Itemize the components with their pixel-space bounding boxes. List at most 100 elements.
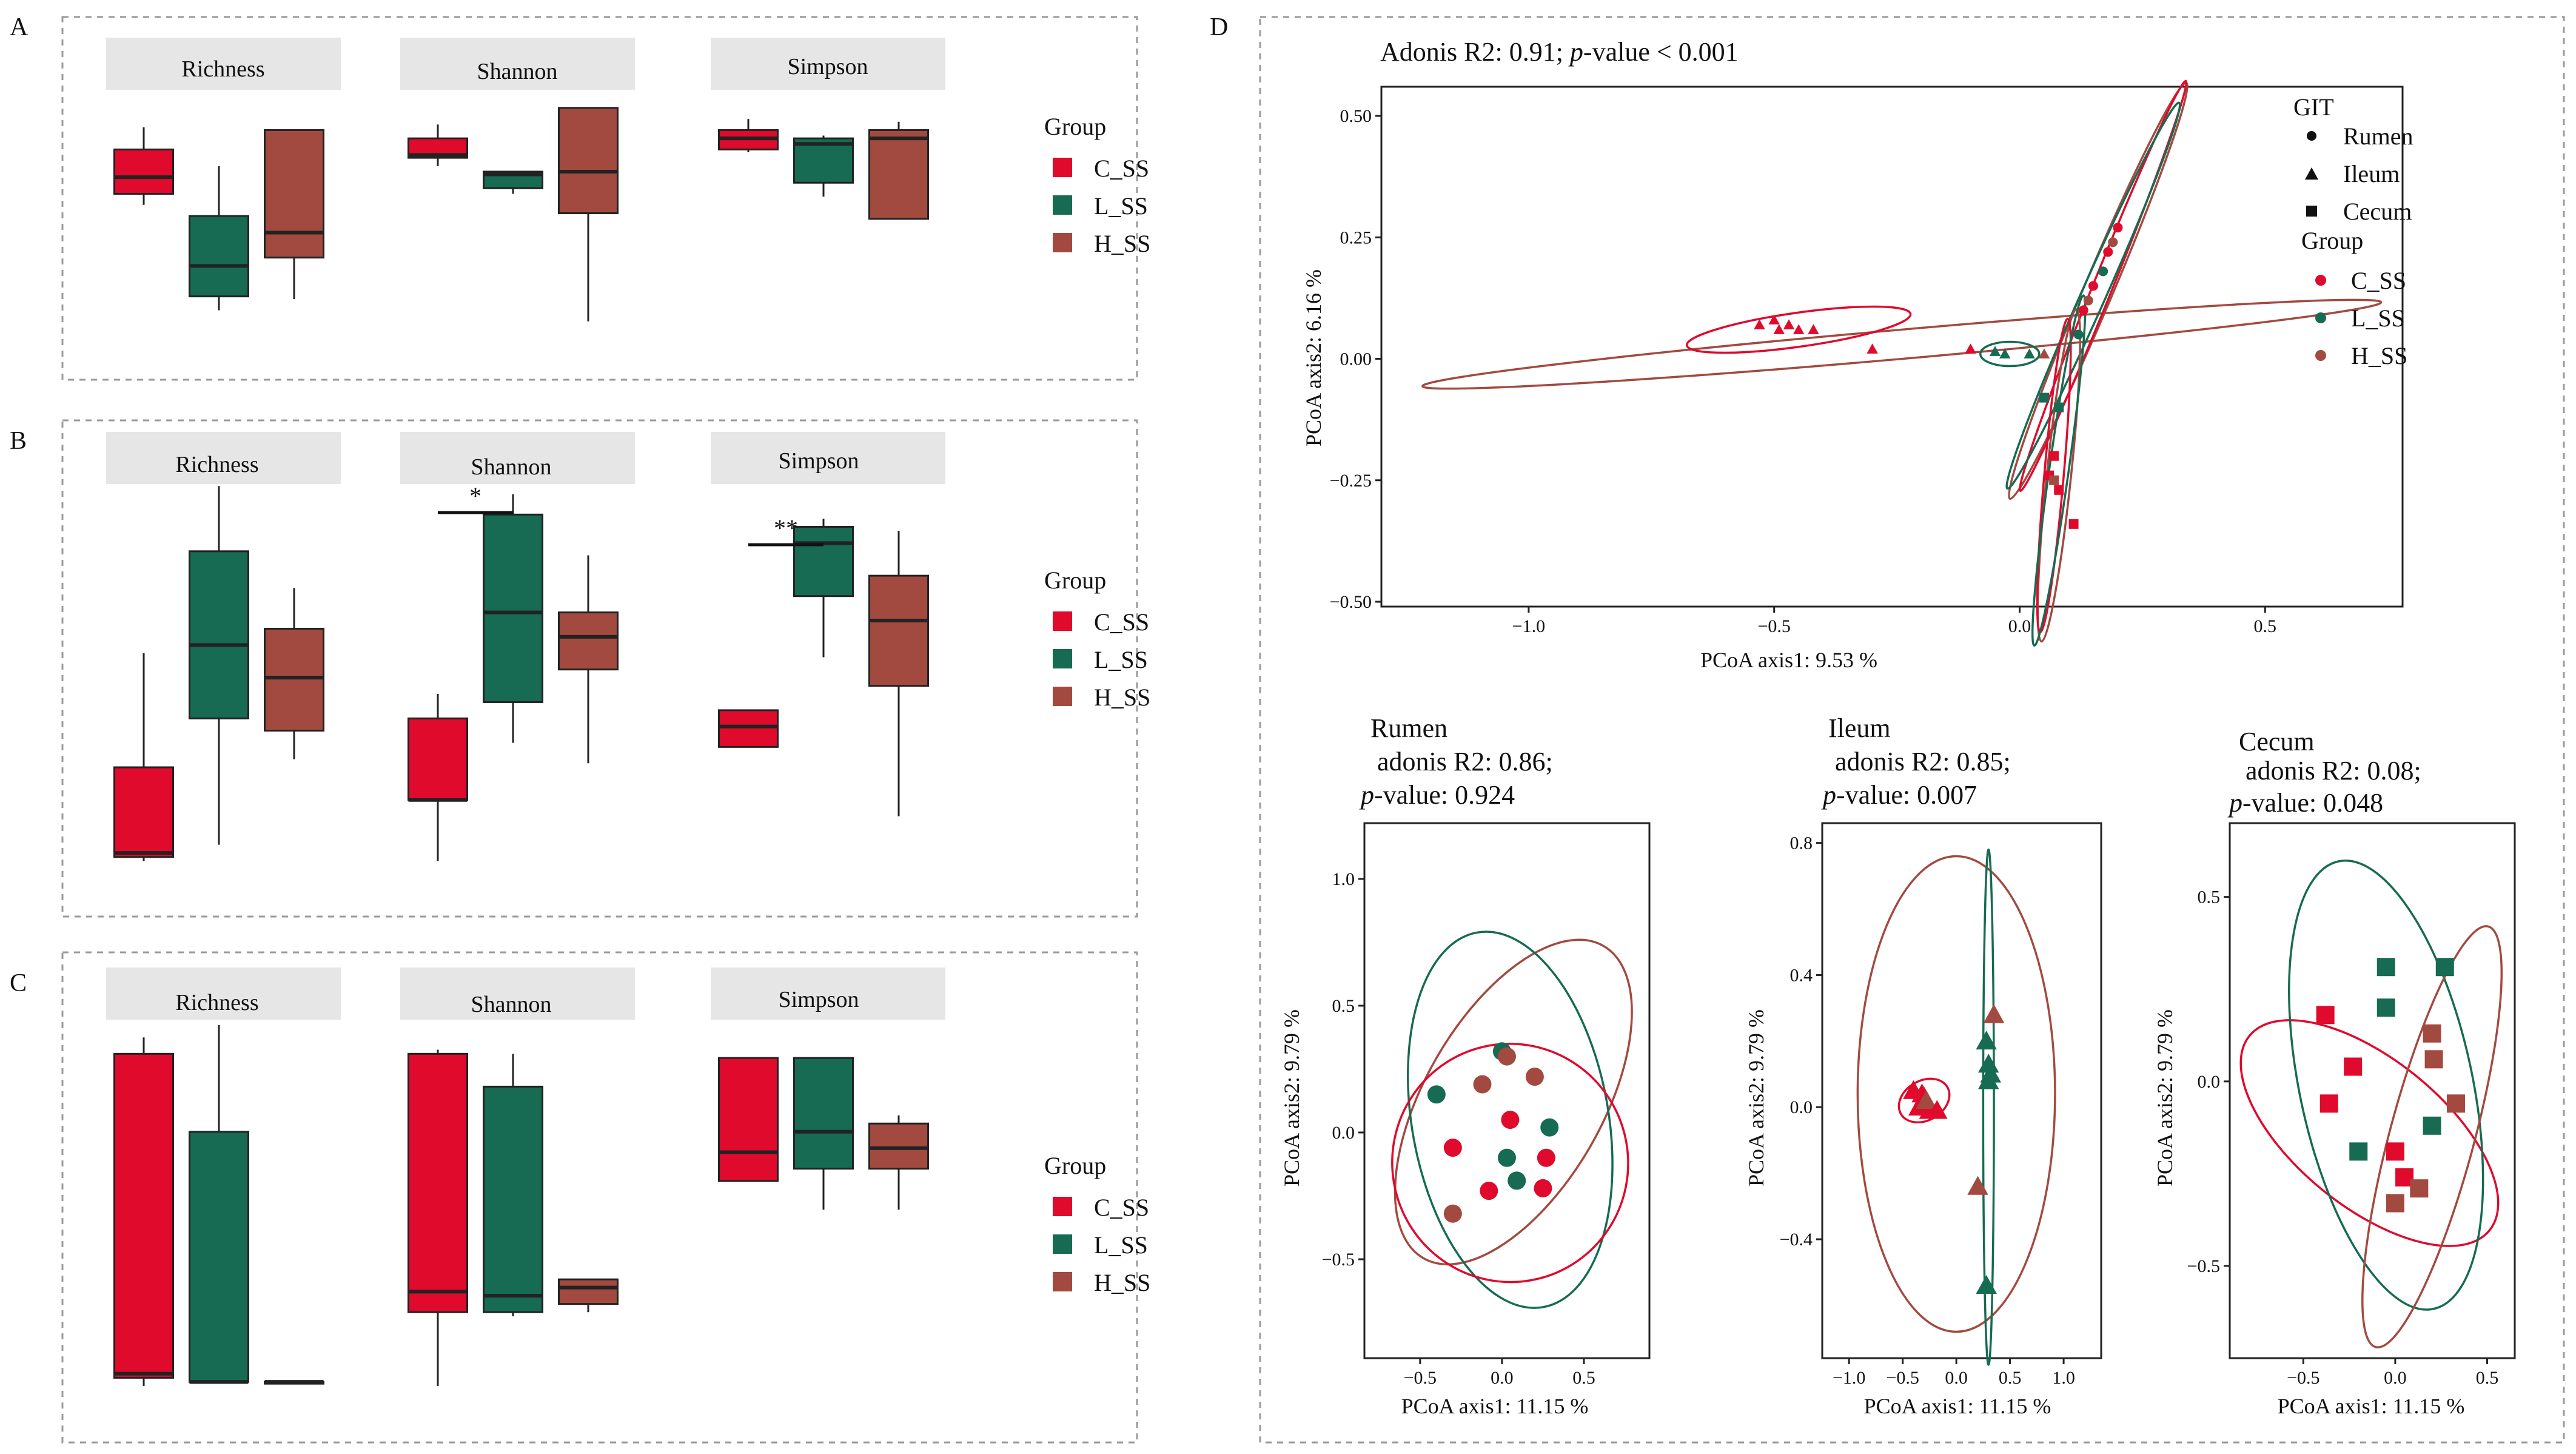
- legend-b-label-c-ss: C_SS: [1094, 608, 1149, 636]
- ileum-points: [1903, 1004, 2005, 1294]
- legend-a-label-l-ss: L_SS: [1094, 192, 1148, 220]
- facet-strip-shannon: [400, 432, 635, 484]
- point-c-ss: [1443, 1139, 1462, 1157]
- box-shannon-l-ss: [483, 494, 543, 743]
- x-tick-label: 0.0: [2384, 1368, 2407, 1388]
- point-c-ss: [1768, 314, 1780, 325]
- box-simpson-c-ss: [718, 709, 779, 748]
- ileum-y-axis-label: PCoA axis2: 9.79 %: [1744, 1009, 1768, 1186]
- point-c-ss: [1808, 324, 1819, 334]
- ellipse-l-ss: [2005, 101, 2181, 490]
- legend-l-ss-key: [2315, 312, 2326, 323]
- main-pcoa-legend: GIT Rumen Ileum Cecum Group C_SS L_SS H_…: [2293, 93, 2413, 369]
- point-l-ss: [1508, 1171, 1526, 1190]
- point-l-ss: [2376, 998, 2395, 1017]
- main-pcoa-ellipses: [1421, 79, 2383, 647]
- y-tick-label: 0.5: [2198, 887, 2221, 907]
- point-c-ss: [2078, 305, 2088, 315]
- point-c-ss: [2103, 247, 2113, 257]
- y-tick-label: 0.25: [1340, 227, 1372, 247]
- main-pcoa-x-axis-label: PCoA axis1: 9.53 %: [1700, 648, 1877, 672]
- legend-b-label-l-ss: L_SS: [1094, 646, 1148, 673]
- point-c-ss: [1480, 1182, 1498, 1200]
- point-c-ss: [1537, 1148, 1555, 1167]
- point-l-ss: [2423, 1116, 2441, 1135]
- point-c-ss: [2344, 1057, 2363, 1076]
- point-c-ss: [1965, 343, 1976, 354]
- x-tick-label: 0.0: [2008, 616, 2031, 636]
- rumen-plot-frame: [1363, 822, 1651, 1359]
- box-body: [483, 1085, 543, 1313]
- facet-label-shannon: Shannon: [471, 454, 552, 480]
- facet-label-simpson: Simpson: [787, 54, 868, 79]
- point-h-ss: [2446, 1094, 2465, 1113]
- ellipse-h-ss: [1394, 938, 1633, 1266]
- significance-stars: **: [774, 514, 798, 542]
- point-h-ss: [1498, 1047, 1516, 1066]
- y-tick-label: 0.0: [1790, 1097, 1813, 1117]
- cecum-ellipses: [2239, 860, 2503, 1348]
- legend-c-ss-key: [2315, 275, 2326, 286]
- panel-b: B Richness Shannon Simpson *** Group C_S…: [10, 419, 1150, 918]
- legend-c-label-h-ss: H_SS: [1094, 1269, 1150, 1296]
- point-l-ss: [2098, 266, 2108, 277]
- ileum-pvalue: p-value: 0.007: [1821, 780, 1977, 810]
- cecum-points: [2316, 958, 2465, 1213]
- rumen-ellipses: [1391, 931, 1633, 1309]
- box-simpson-h-ss: [868, 531, 929, 816]
- x-tick-label: −1.0: [1833, 1368, 1865, 1388]
- x-tick-label: 0.0: [1491, 1368, 1514, 1388]
- y-tick-label: 0.00: [1340, 349, 1372, 369]
- point-h-ss: [1473, 1075, 1492, 1094]
- ellipse-c-ss: [1685, 305, 1912, 354]
- point-l-ss: [2376, 958, 2395, 977]
- boxplots-a: [113, 107, 929, 321]
- facet-strip-shannon: [400, 968, 635, 1020]
- panel-d-label: D: [1210, 13, 1228, 41]
- legend-a-key-c-ss: [1053, 158, 1072, 177]
- point-h-ss: [2424, 1050, 2443, 1069]
- point-h-ss: [2423, 1024, 2441, 1043]
- legend-c: Group C_SS L_SS H_SS: [1044, 1152, 1150, 1296]
- legend-c-label-l-ss: L_SS: [1094, 1231, 1148, 1259]
- legend-a-label-c-ss: C_SS: [1094, 155, 1149, 182]
- legend-a-key-h-ss: [1053, 233, 1072, 252]
- legend-git-ileum: Ileum: [2343, 160, 2400, 187]
- box-body: [868, 574, 929, 687]
- cecum-plot-frame: [2229, 822, 2516, 1359]
- point-h-ss: [2049, 475, 2059, 485]
- box-shannon-h-ss: [558, 555, 619, 764]
- panel-c-label: C: [10, 969, 27, 997]
- point-h-ss: [1443, 1204, 1462, 1223]
- point-c-ss: [1773, 324, 1785, 334]
- panel-d-frame: [1259, 16, 2565, 1444]
- point-c-ss: [1534, 1179, 1552, 1197]
- legend-git-cecum: Cecum: [2343, 198, 2412, 225]
- x-tick-label: 0.5: [1999, 1368, 2022, 1388]
- legend-rumen-circle-icon: [2307, 131, 2316, 141]
- ellipse-l-ss: [1979, 340, 2041, 368]
- panel-a: A Richness Shannon Simpson Group C_SS L_…: [10, 13, 1150, 381]
- legend-git-title: GIT: [2293, 93, 2334, 121]
- box-body: [793, 1057, 854, 1170]
- legend-group-l-ss: L_SS: [2351, 305, 2405, 332]
- point-c-ss: [1783, 319, 1795, 329]
- cecum-y-axis-label: PCoA axis2: 9.79 %: [2153, 1009, 2177, 1186]
- legend-b-label-h-ss: H_SS: [1094, 684, 1150, 711]
- box-body: [558, 107, 619, 215]
- point-h-ss: [1983, 1004, 2005, 1023]
- point-c-ss: [1867, 343, 1878, 354]
- ileum-ticks: −1.0 −0.5 0.0 0.5 1.0 0.8 0.4 0.0 −0.4: [1780, 833, 2075, 1388]
- box-simpson-h-ss: [868, 121, 929, 220]
- cecum-pvalue: p-value: 0.048: [2227, 788, 2383, 818]
- y-tick-label: −0.5: [2187, 1256, 2220, 1276]
- legend-c-key-c-ss: [1053, 1197, 1072, 1216]
- box-body: [189, 550, 249, 719]
- box-body: [113, 766, 174, 858]
- point-l-ss: [1976, 1031, 1997, 1050]
- legend-b-key-c-ss: [1053, 611, 1072, 631]
- facet-label-richness: Richness: [175, 452, 258, 477]
- legend-c-key-l-ss: [1053, 1234, 1072, 1254]
- legend-c-label-c-ss: C_SS: [1094, 1194, 1149, 1221]
